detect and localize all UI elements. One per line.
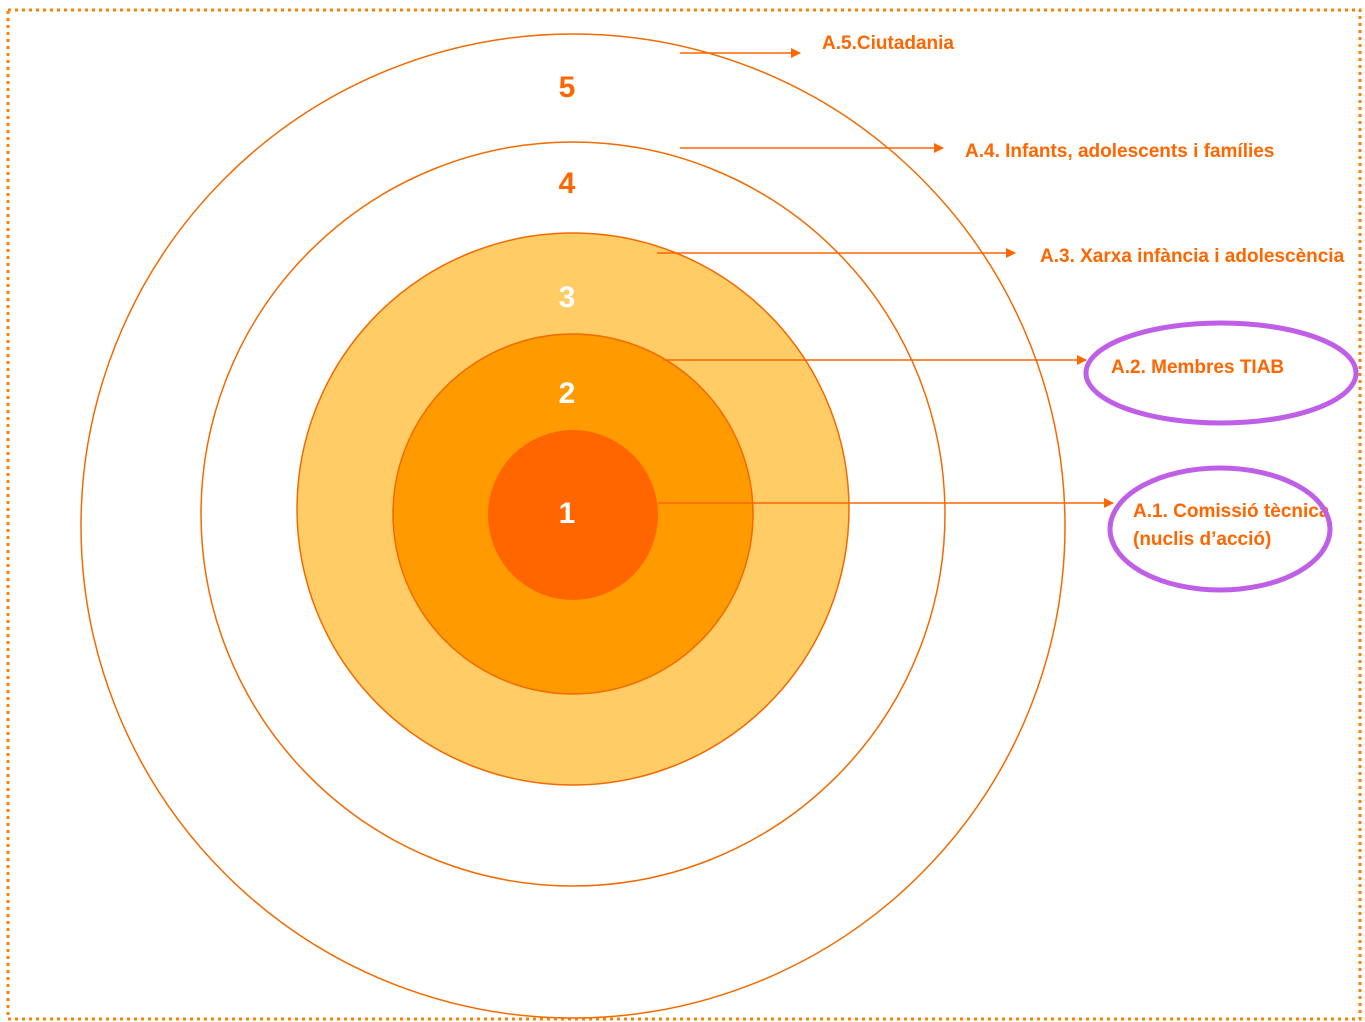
ring-3-number: 3 [559,281,576,314]
label-a1-line1: A.1. Comissió tècnica [1133,501,1330,522]
label-a2: A.2. Membres TIAB [1111,357,1284,378]
highlight-ellipse-a1 [1107,465,1333,593]
ring-5-number: 5 [559,71,576,104]
label-a3: A.3. Xarxa infància i adolescència [1040,246,1345,267]
ring-4-number: 4 [559,167,576,200]
ring-1-circle [488,430,658,600]
ring-1-number: 1 [559,497,576,530]
highlight-ellipse-a2 [1083,320,1359,426]
dotted-frame [6,8,1362,1021]
ring-2-number: 2 [559,377,576,410]
label-a1-line2: (nuclis d’acció) [1133,529,1271,550]
label-a4: A.4. Infants, adolescents i famílies [965,141,1274,162]
label-a5: A.5.Ciutadania [822,33,954,54]
